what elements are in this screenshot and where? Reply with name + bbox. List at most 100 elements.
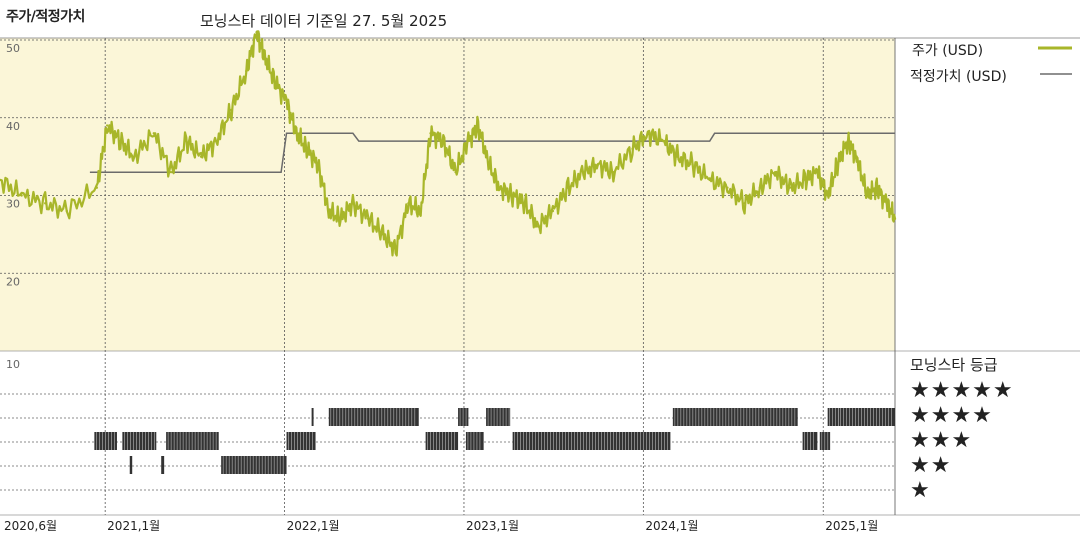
price-point (366, 217, 370, 221)
price-point (743, 202, 746, 205)
fair-value-series (89, 132, 895, 173)
price-point (691, 163, 694, 166)
price-point (885, 202, 888, 205)
y-tick-label: 20 (6, 275, 20, 288)
price-point (119, 139, 122, 143)
price-point (295, 132, 298, 135)
price-point (523, 202, 527, 205)
star-row-1: ★ (910, 478, 931, 503)
price-point (511, 194, 514, 197)
price-point (865, 194, 869, 197)
chart-subtitle: 모닝스타 데이터 기준일 27. 5월 2025 (200, 12, 448, 30)
price-point (230, 108, 233, 112)
price-point (65, 209, 69, 213)
star-row-4: ★★★★ (910, 403, 993, 428)
price-point (429, 132, 432, 135)
price-point (199, 155, 203, 158)
price-point (596, 163, 600, 166)
price-point (788, 186, 792, 189)
price-point (339, 217, 342, 221)
price-point (132, 155, 136, 158)
price-point (498, 186, 502, 189)
rating-period-bar (311, 408, 314, 426)
price-point (215, 139, 218, 143)
price-point (272, 77, 275, 81)
price-point (454, 170, 457, 174)
legend-fair-label: 적정가치 (USD) (910, 69, 1007, 85)
y-tick-label: 50 (6, 42, 20, 55)
star-row-2: ★★ (910, 453, 952, 478)
x-tick-label: 2020,6월 (4, 519, 57, 533)
price-point (394, 248, 397, 252)
x-tick-label: 2022,1월 (287, 519, 340, 533)
y-tick-label: 30 (6, 198, 20, 211)
rating-period-bar (286, 432, 316, 450)
price-point (95, 186, 99, 189)
price-point (316, 163, 320, 166)
rating-period-bar (328, 408, 419, 426)
rating-period-bar (512, 432, 671, 450)
x-tick-label: 2024,1월 (645, 519, 698, 533)
price-point (262, 54, 266, 57)
price-point (255, 31, 258, 34)
fair-value-line (89, 132, 895, 173)
price-point (105, 124, 109, 127)
price-point (551, 209, 555, 213)
price-point (612, 170, 615, 174)
star-row-3: ★★★ (910, 428, 973, 453)
price-point (726, 186, 729, 189)
rating-period-bar (94, 432, 117, 450)
page-title: 주가/적정가치 (6, 9, 85, 25)
price-point (185, 139, 188, 143)
price-point (20, 194, 23, 197)
price-point (245, 69, 248, 73)
price-series (0, 30, 897, 257)
rating-period-bar (161, 456, 165, 474)
y-tick-label: 40 (6, 120, 20, 133)
price-point (442, 139, 445, 143)
rating-period-bar (838, 408, 895, 426)
x-tick-label: 2021,1월 (107, 519, 160, 533)
price-point (631, 147, 634, 151)
price-point (758, 186, 762, 189)
price-point (327, 209, 331, 213)
plot-background (0, 38, 895, 351)
price-point (44, 202, 47, 205)
price-point (676, 155, 679, 158)
price-point (803, 178, 807, 182)
tick-labels: 50 40 30 20 10 2020,6월 2021,1월 2022,1월 2023,1월 20… (4, 42, 878, 533)
price-point (381, 233, 385, 236)
price-point (826, 194, 829, 197)
x-tick-label: 2025,1월 (825, 519, 878, 533)
x-tick-label: 2023,1월 (466, 519, 519, 533)
price-point (566, 186, 570, 189)
price-point (477, 124, 480, 127)
rating-bars (94, 408, 895, 474)
price-point (407, 202, 410, 205)
price-point (0, 178, 2, 182)
rating-period-bar (221, 456, 287, 474)
price-point (152, 132, 156, 135)
rating-period-bar (672, 408, 798, 426)
star-row-5: ★★★★★ (910, 378, 1014, 403)
legend-price-label: 주가 (USD) (912, 43, 984, 59)
price-point (816, 170, 819, 174)
price-line (0, 30, 897, 257)
price-point (305, 147, 308, 151)
price-point (419, 209, 422, 213)
price-point (487, 163, 490, 166)
price-point (351, 202, 355, 205)
price-point (773, 170, 777, 174)
price-point (285, 101, 288, 104)
price-point (169, 170, 173, 174)
price-point (836, 163, 839, 166)
price-point (661, 139, 665, 143)
price-point (708, 178, 711, 182)
rating-period-bar (465, 432, 484, 450)
rating-panel-title: 모닝스타 등급 (910, 356, 998, 374)
price-point (893, 217, 897, 221)
price-point (467, 139, 470, 143)
price-point (582, 170, 585, 174)
price-point (855, 155, 858, 158)
